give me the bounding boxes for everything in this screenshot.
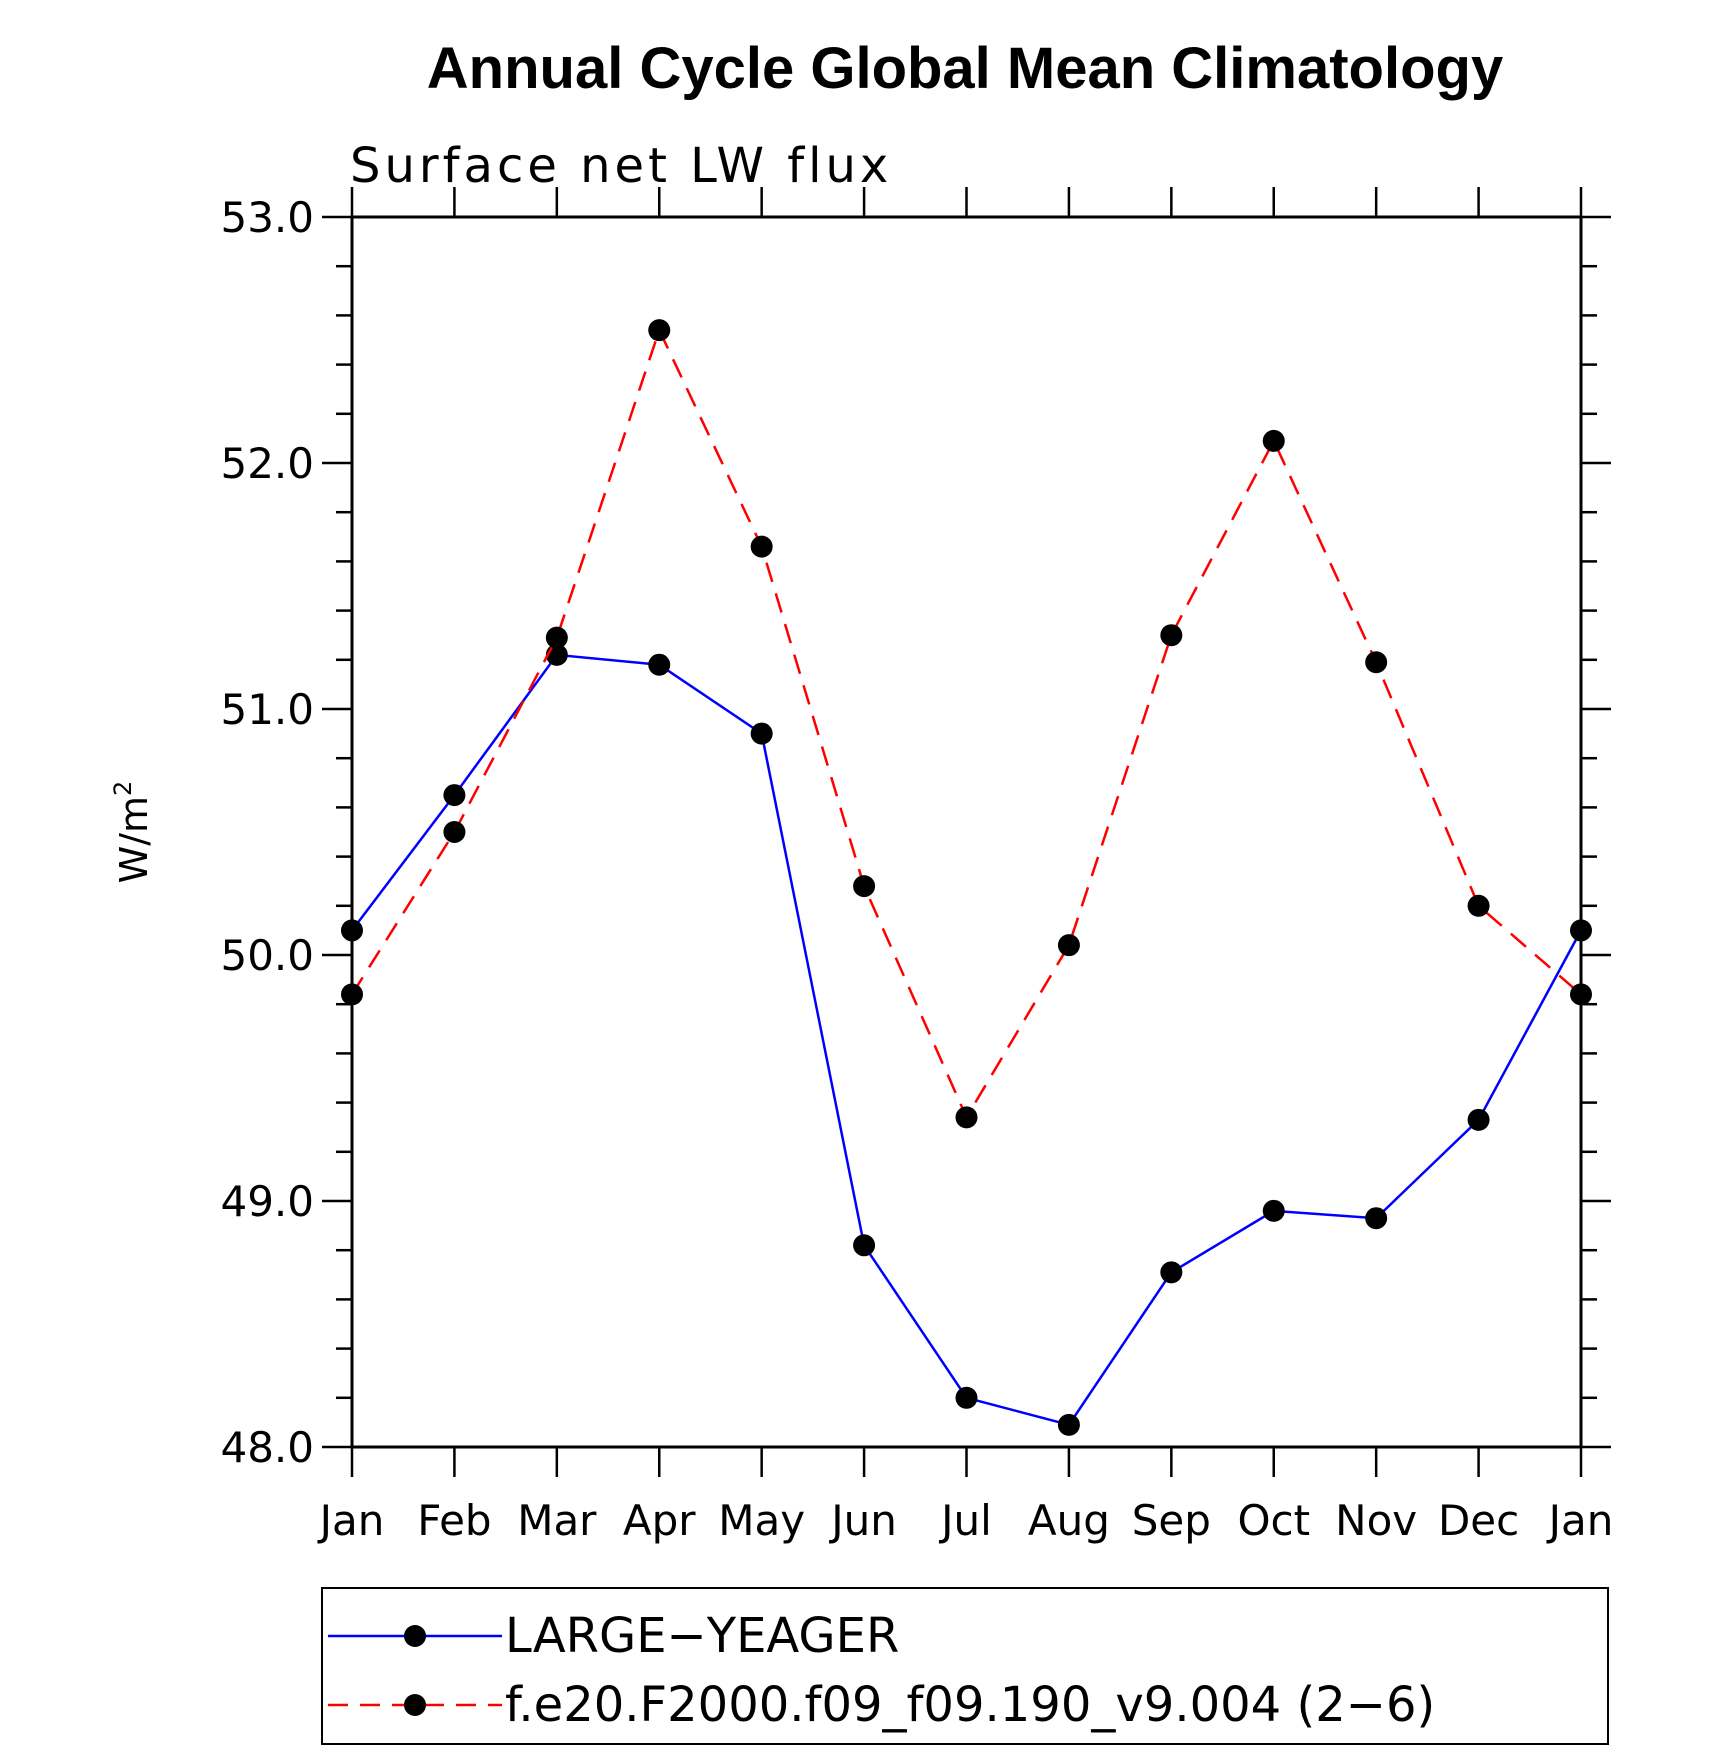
series-0 — [341, 643, 1592, 1436]
data-point — [341, 983, 363, 1006]
data-point — [1262, 429, 1285, 452]
chart-subtitle: Surface net LW flux — [350, 138, 892, 194]
x-tick-label: Jan — [1546, 1496, 1614, 1545]
x-tick-labels: Jan Feb Mar Apr May Jun Jul Aug Sep Oct Nov Dec Jan — [317, 1496, 1614, 1545]
y-tick-labels: 48.0 49.0 50.0 51.0 52.0 53.0 — [220, 193, 314, 1472]
data-point — [1057, 1413, 1080, 1436]
chart-title: Annual Cycle Global Mean Climatology — [427, 36, 1503, 101]
y-tick-label: 51.0 — [220, 685, 314, 734]
x-tick-label: Jul — [938, 1496, 992, 1545]
y-tick-label: 48.0 — [220, 1423, 314, 1472]
series-line — [351, 653, 1583, 1427]
data-point — [443, 821, 466, 843]
legend-item-large-yeager: LARGE−YEAGER — [328, 1608, 899, 1664]
x-tick-label: Sep — [1132, 1496, 1211, 1545]
data-point — [1365, 1207, 1388, 1230]
series-layer — [341, 319, 1592, 1436]
data-point — [1467, 1108, 1490, 1131]
y-axis-label-base: W/m — [112, 796, 156, 883]
x-tick-label: Dec — [1438, 1496, 1519, 1545]
legend-marker-large-yeager — [404, 1625, 426, 1647]
series-line — [350, 326, 1582, 1121]
y-tick-label: 53.0 — [220, 193, 314, 242]
x-tick-label: Nov — [1335, 1496, 1417, 1545]
y-axis-label: W/m2 — [109, 781, 156, 884]
x-tick-label: Oct — [1237, 1496, 1310, 1545]
data-point — [955, 1386, 978, 1409]
data-point — [648, 653, 671, 676]
legend-marker-f-e20 — [404, 1694, 426, 1716]
data-point — [443, 784, 466, 807]
x-tick-label: Mar — [517, 1496, 597, 1545]
legend-label-large-yeager: LARGE−YEAGER — [505, 1608, 899, 1664]
x-tick-label: May — [718, 1496, 805, 1545]
data-point — [1570, 919, 1592, 942]
x-tick-label: Apr — [623, 1496, 696, 1545]
data-point — [750, 535, 773, 558]
x-tick-label: Aug — [1028, 1496, 1110, 1545]
x-tick-label: Jan — [317, 1496, 385, 1545]
data-point — [1262, 1199, 1285, 1222]
y-tick-label: 49.0 — [220, 1177, 314, 1226]
x-tick-label: Feb — [417, 1496, 491, 1545]
data-point — [341, 919, 363, 942]
data-point — [545, 626, 568, 649]
data-point — [853, 1234, 876, 1257]
data-point — [853, 875, 876, 898]
data-point — [648, 319, 671, 342]
data-point — [1160, 1261, 1183, 1284]
y-tick-label: 50.0 — [220, 931, 314, 980]
data-point — [750, 722, 773, 745]
y-tick-label: 52.0 — [220, 439, 314, 488]
legend-label-f-e20: f.e20.F2000.f09_f09.190_v9.004 (2−6) — [505, 1677, 1435, 1733]
legend-box — [321, 1587, 1609, 1745]
data-point — [1365, 651, 1388, 674]
data-point — [1467, 894, 1490, 917]
data-point — [1160, 624, 1183, 647]
data-point — [1570, 983, 1592, 1006]
legend-item-f-e20: f.e20.F2000.f09_f09.190_v9.004 (2−6) — [328, 1677, 1435, 1733]
data-point — [1057, 934, 1080, 957]
y-axis-label-superscript: 2 — [109, 781, 137, 796]
series-1 — [341, 319, 1592, 1129]
axis-ticks — [322, 187, 1611, 1477]
x-tick-label: Jun — [828, 1496, 897, 1545]
plot-frame — [350, 215, 1583, 1449]
data-point — [955, 1106, 978, 1129]
